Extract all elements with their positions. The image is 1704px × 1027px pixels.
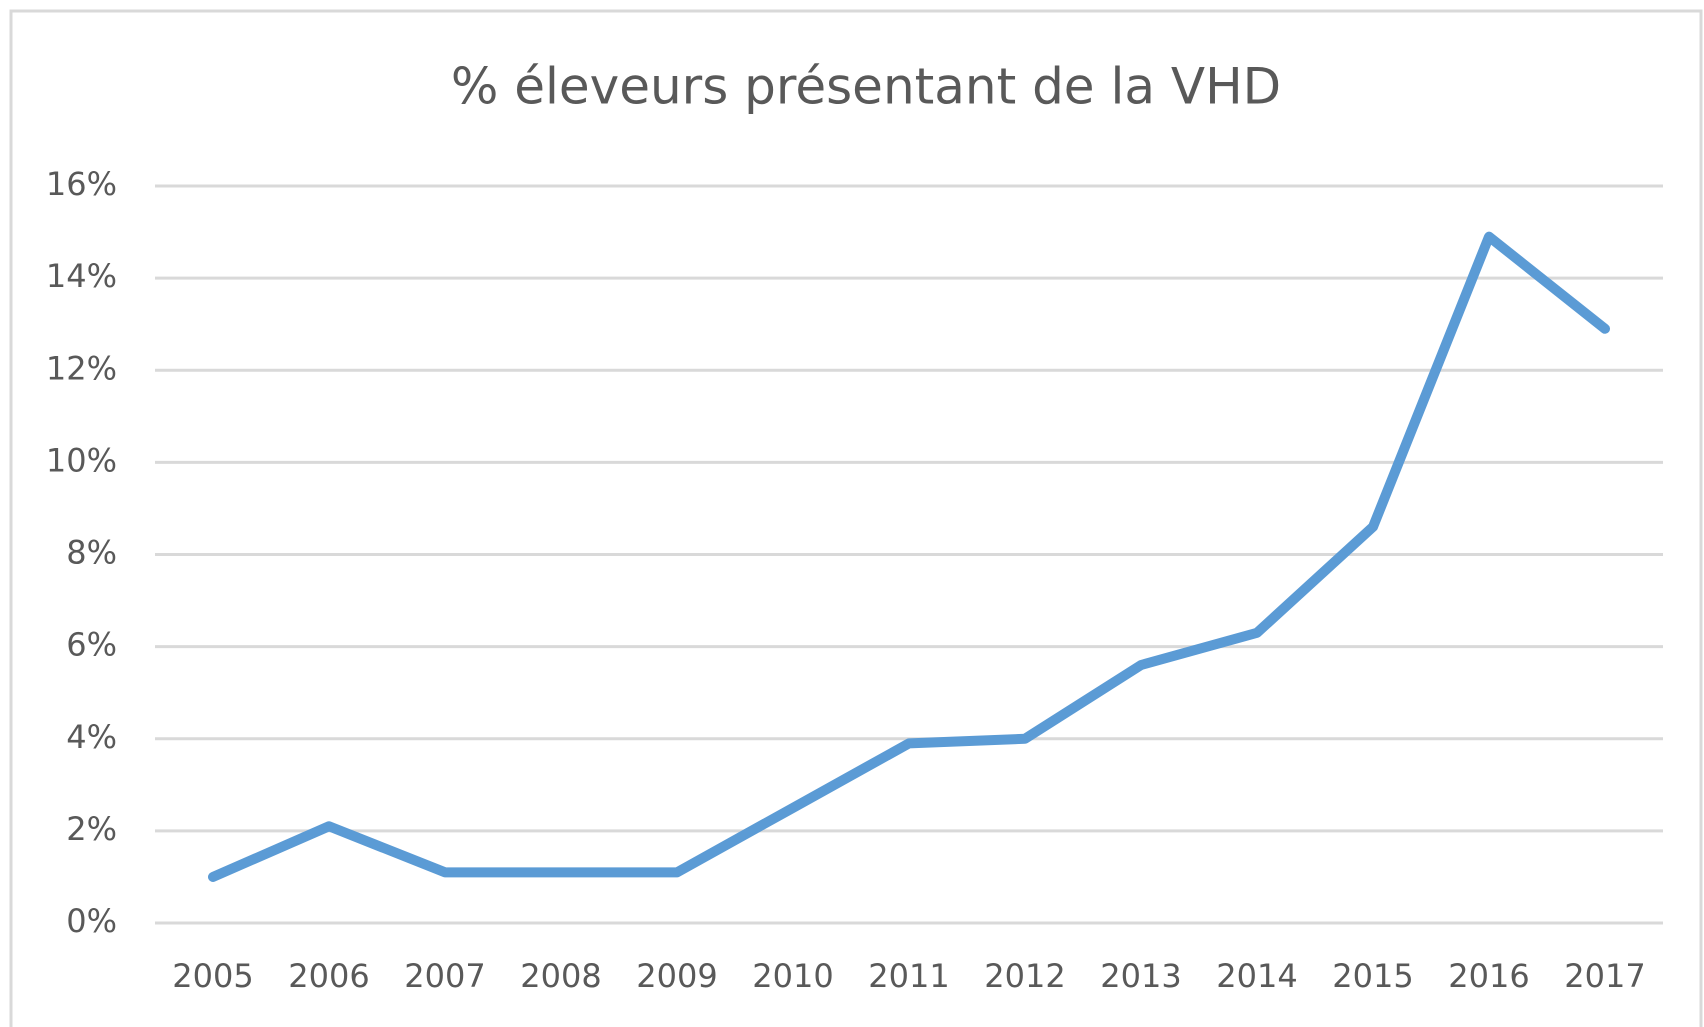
x-tick-label: 2007 [404, 957, 485, 995]
y-tick-label: 8% [66, 534, 117, 572]
y-tick-label: 12% [46, 349, 117, 387]
x-tick-label: 2014 [1216, 957, 1297, 995]
x-tick-label: 2012 [984, 957, 1065, 995]
y-tick-label: 16% [46, 165, 117, 203]
x-tick-label: 2017 [1564, 957, 1645, 995]
x-tick-label: 2009 [636, 957, 717, 995]
y-tick-label: 10% [46, 441, 117, 479]
line-series [208, 231, 1610, 882]
x-tick-label: 2005 [172, 957, 253, 995]
x-tick-label: 2013 [1100, 957, 1181, 995]
y-tick-label: 2% [66, 810, 117, 848]
x-tick-label: 2015 [1332, 957, 1413, 995]
y-tick-label: 6% [66, 626, 117, 664]
y-tick-label: 14% [46, 257, 117, 295]
chart-frame [9, 9, 1703, 1027]
chart-title: % éleveurs présentant de la VHD [451, 58, 1281, 116]
y-tick-label: 0% [66, 902, 117, 940]
x-tick-label: 2016 [1448, 957, 1529, 995]
x-tick-label: 2010 [752, 957, 833, 995]
y-tick-label: 4% [66, 718, 117, 756]
x-tick-label: 2011 [868, 957, 949, 995]
x-tick-label: 2006 [288, 957, 369, 995]
x-tick-label: 2008 [520, 957, 601, 995]
